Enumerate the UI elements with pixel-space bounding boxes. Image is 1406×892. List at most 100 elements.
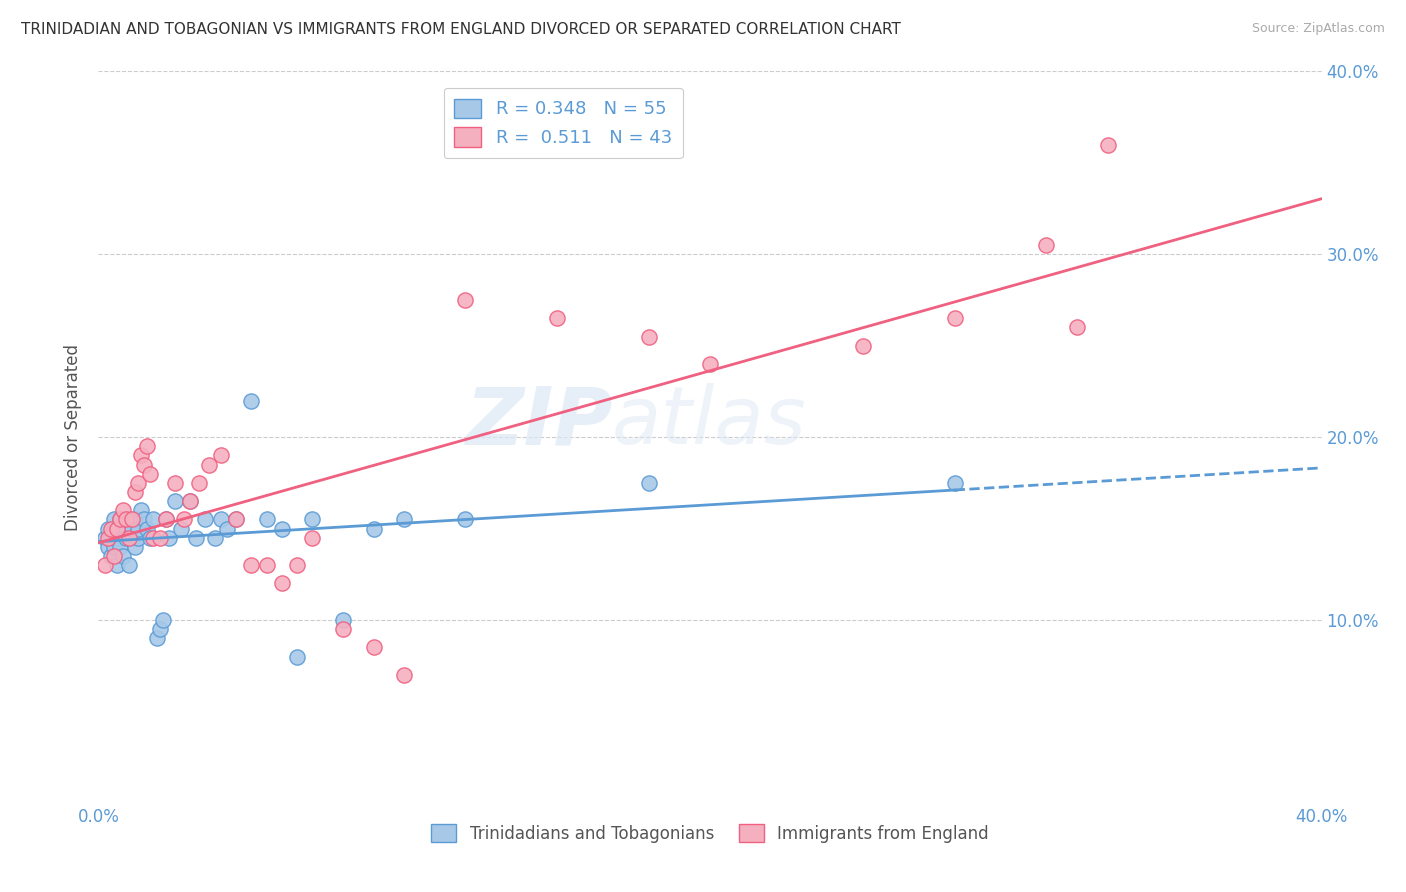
Point xyxy=(179,494,201,508)
Point xyxy=(142,531,165,545)
Point xyxy=(108,512,131,526)
Point xyxy=(1066,320,1088,334)
Point xyxy=(157,531,180,545)
Point xyxy=(240,393,263,408)
Point xyxy=(852,338,875,352)
Point xyxy=(127,475,149,490)
Point xyxy=(363,640,385,655)
Point xyxy=(108,512,131,526)
Point xyxy=(301,531,323,545)
Point xyxy=(134,458,156,472)
Text: TRINIDADIAN AND TOBAGONIAN VS IMMIGRANTS FROM ENGLAND DIVORCED OR SEPARATED CORR: TRINIDADIAN AND TOBAGONIAN VS IMMIGRANTS… xyxy=(21,22,901,37)
Point xyxy=(111,521,134,535)
Point xyxy=(285,649,308,664)
Point xyxy=(332,622,354,636)
Point xyxy=(105,521,128,535)
Point xyxy=(301,512,323,526)
Text: ZIP: ZIP xyxy=(465,384,612,461)
Y-axis label: Divorced or Separated: Divorced or Separated xyxy=(65,343,83,531)
Point xyxy=(285,558,308,573)
Point xyxy=(115,512,138,526)
Point xyxy=(637,329,661,343)
Legend: Trinidadians and Tobagonians, Immigrants from England: Trinidadians and Tobagonians, Immigrants… xyxy=(425,818,995,849)
Point xyxy=(142,512,165,526)
Point xyxy=(179,494,201,508)
Point xyxy=(173,512,195,526)
Point xyxy=(204,531,226,545)
Point xyxy=(136,521,159,535)
Point xyxy=(546,311,568,326)
Point xyxy=(943,311,966,326)
Point xyxy=(118,512,141,526)
Point xyxy=(699,357,721,371)
Point xyxy=(155,512,177,526)
Point xyxy=(225,512,247,526)
Point xyxy=(124,485,146,500)
Point xyxy=(149,622,172,636)
Point xyxy=(943,475,966,490)
Point xyxy=(97,540,120,554)
Point xyxy=(215,521,238,535)
Point xyxy=(454,512,477,526)
Point xyxy=(97,521,120,535)
Point xyxy=(145,632,167,646)
Point xyxy=(127,521,149,535)
Point xyxy=(1097,137,1119,152)
Point xyxy=(225,512,247,526)
Point xyxy=(209,448,232,462)
Point xyxy=(103,512,125,526)
Point xyxy=(127,531,149,545)
Point xyxy=(118,558,141,573)
Point xyxy=(209,512,232,526)
Point xyxy=(392,667,416,681)
Point xyxy=(163,475,186,490)
Point xyxy=(108,540,131,554)
Text: Source: ZipAtlas.com: Source: ZipAtlas.com xyxy=(1251,22,1385,36)
Point xyxy=(103,540,125,554)
Point xyxy=(105,558,128,573)
Point xyxy=(363,521,385,535)
Point xyxy=(103,549,125,563)
Point xyxy=(124,540,146,554)
Point xyxy=(136,439,159,453)
Point xyxy=(105,531,128,545)
Point xyxy=(129,448,152,462)
Point xyxy=(129,503,152,517)
Point xyxy=(118,531,141,545)
Point xyxy=(105,521,128,535)
Point xyxy=(332,613,354,627)
Point xyxy=(100,531,122,545)
Point xyxy=(111,549,134,563)
Point xyxy=(186,531,208,545)
Point xyxy=(188,475,211,490)
Point xyxy=(270,576,292,591)
Text: atlas: atlas xyxy=(612,384,807,461)
Point xyxy=(139,467,162,481)
Point xyxy=(240,558,263,573)
Point xyxy=(149,531,172,545)
Point xyxy=(392,512,416,526)
Point xyxy=(121,521,143,535)
Point xyxy=(454,293,477,307)
Point xyxy=(115,512,138,526)
Point xyxy=(256,558,278,573)
Point xyxy=(1035,238,1057,252)
Point xyxy=(97,531,120,545)
Point xyxy=(155,512,177,526)
Point xyxy=(93,558,115,573)
Point xyxy=(100,549,122,563)
Point xyxy=(111,503,134,517)
Point xyxy=(197,458,219,472)
Point xyxy=(256,512,278,526)
Point xyxy=(115,531,138,545)
Point xyxy=(637,475,661,490)
Point xyxy=(100,521,122,535)
Point xyxy=(121,531,143,545)
Point xyxy=(270,521,292,535)
Point xyxy=(194,512,217,526)
Point xyxy=(121,512,143,526)
Point xyxy=(139,531,162,545)
Point xyxy=(152,613,174,627)
Point xyxy=(134,512,156,526)
Point xyxy=(124,512,146,526)
